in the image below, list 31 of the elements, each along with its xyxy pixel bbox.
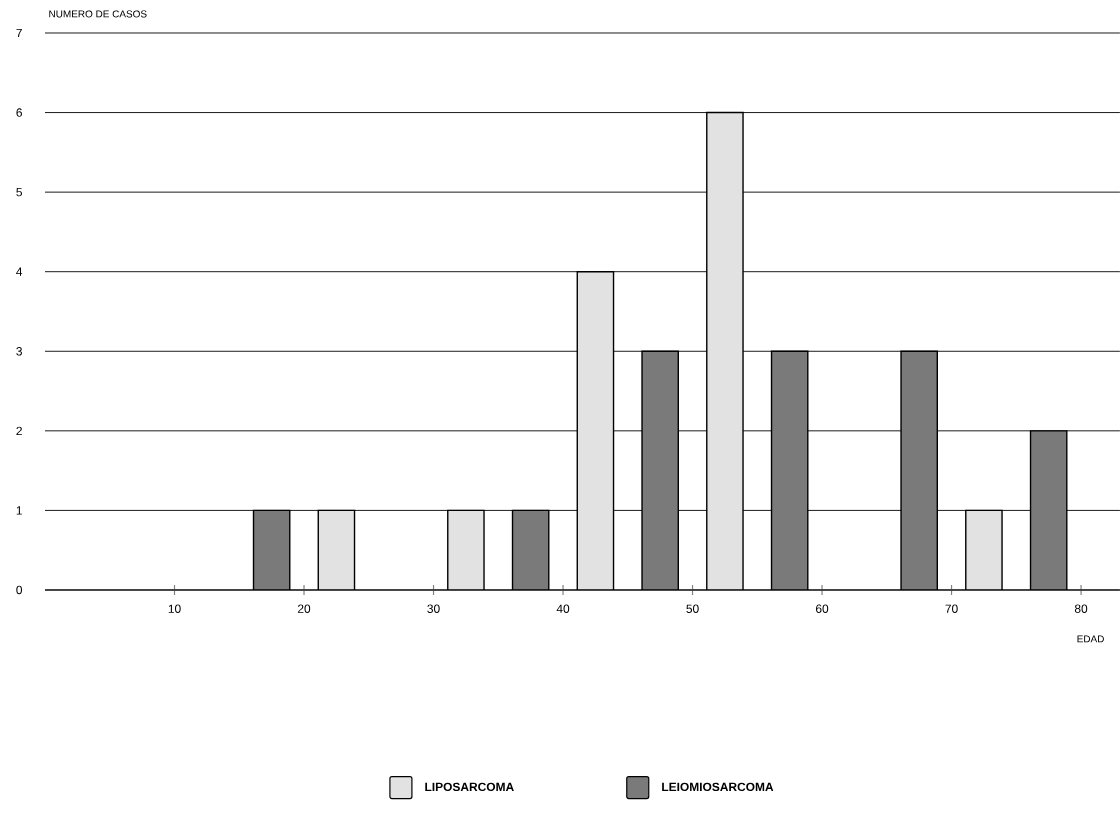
bar [447, 509, 485, 590]
x-tick-label: 60 [816, 604, 829, 613]
bar [706, 111, 744, 590]
y-tick-label: 2 [16, 426, 22, 436]
y-tick-label: 1 [16, 506, 22, 515]
x-axis-title: EDAD [1077, 635, 1104, 643]
y-tick-label: 5 [16, 187, 22, 197]
x-tick-label: 20 [297, 604, 311, 613]
legend-label: LIPOSARCOMA [425, 782, 514, 792]
bar [770, 350, 809, 590]
bar [317, 509, 356, 590]
bar [576, 271, 615, 590]
x-tick-label: 50 [686, 604, 699, 613]
x-tick-label: 10 [168, 604, 181, 613]
bar [511, 509, 550, 590]
y-tick-label: 6 [16, 108, 22, 117]
y-tick-label: 7 [16, 28, 22, 38]
x-tick-label: 70 [945, 604, 958, 613]
y-axis-title: NUMERO DE CASOS [49, 10, 147, 18]
bar [641, 350, 679, 590]
y-tick-label: 4 [16, 267, 23, 276]
x-tick-label: 40 [556, 604, 570, 613]
legend-label: LEIOMIOSARCOMA [662, 782, 774, 792]
x-tick-label: 80 [1074, 604, 1088, 613]
y-tick-label: 3 [16, 347, 22, 356]
bar [965, 509, 1003, 590]
bar [1029, 430, 1068, 590]
bar [900, 350, 938, 590]
y-tick-label: 0 [16, 585, 23, 595]
bar [252, 509, 291, 590]
x-tick-label: 30 [427, 604, 440, 613]
